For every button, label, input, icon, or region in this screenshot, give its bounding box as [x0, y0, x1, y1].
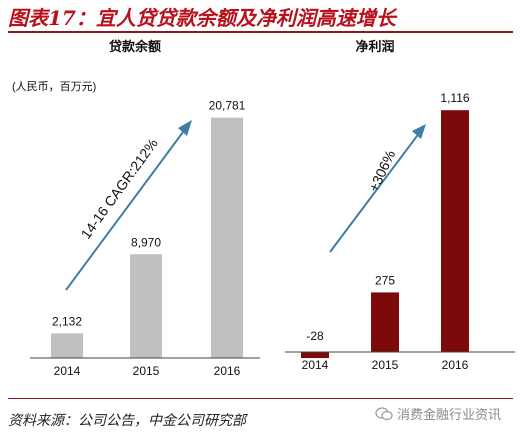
watermark-text: 消费金融行业资讯	[397, 408, 502, 423]
profit-data-label-2015: 275	[375, 273, 395, 287]
loan-x-tick-2014: 2014	[54, 364, 81, 378]
profit-bar-2015	[371, 292, 399, 352]
loan-bar-2015	[130, 254, 162, 358]
loan-bar-2016	[211, 117, 243, 359]
loan-data-labels: 2,132 8,970 20,781	[52, 99, 246, 329]
profit-chart-title: 净利润	[355, 39, 394, 54]
footer-rule	[8, 398, 513, 399]
profit-data-label-2014: -28	[306, 329, 324, 343]
profit-x-ticks: 2014 2015 2016	[302, 358, 469, 372]
figure-title: 图表17：宜人贷贷款余额及净利润高速增长	[8, 6, 396, 30]
charts-canvas: 贷款余额 (人民币，百万元) 2014 2015 2016 2,132 8,970 20…	[12, 39, 515, 378]
profit-growth-arrow	[329, 124, 426, 253]
profit-bar-2016	[441, 110, 469, 352]
watermark: 消费金融行业资讯	[375, 404, 501, 423]
profit-x-tick-2014: 2014	[302, 358, 329, 372]
source-note: 资料来源：公司公告，中金公司研究部	[8, 413, 246, 429]
profit-x-tick-2016: 2016	[442, 358, 469, 372]
loan-bar-2014	[51, 333, 83, 358]
loan-chart-title: 贷款余额	[109, 39, 161, 54]
profit-growth-annotation: +306%	[365, 148, 398, 195]
profit-bar-2014	[301, 352, 329, 359]
profit-data-label-2016: 1,116	[440, 91, 469, 105]
loan-cagr-annotation: 14-16 CAGR:212%	[77, 135, 160, 241]
loan-data-label-2016: 20,781	[209, 99, 246, 113]
profit-data-labels: -28 275 1,116	[306, 91, 470, 343]
net-profit-chart: 净利润 2014 2015 2016 -28 275 1,116 +306%	[285, 39, 515, 372]
profit-x-tick-2015: 2015	[372, 358, 399, 372]
loan-x-tick-2015: 2015	[133, 364, 160, 378]
title-rule	[8, 31, 513, 33]
loan-balance-chart: 贷款余额 (人民币，百万元) 2014 2015 2016 2,132 8,970 20…	[12, 39, 260, 378]
loan-data-label-2015: 8,970	[131, 235, 161, 249]
loan-unit-note: (人民币，百万元)	[12, 80, 96, 93]
loan-cagr-arrow	[65, 120, 192, 291]
loan-bars	[51, 117, 243, 359]
wechat-icon	[375, 406, 393, 420]
profit-bars	[301, 110, 469, 359]
loan-data-label-2014: 2,132	[52, 314, 82, 328]
loan-x-tick-2016: 2016	[214, 364, 241, 378]
loan-x-ticks: 2014 2015 2016	[54, 364, 241, 378]
